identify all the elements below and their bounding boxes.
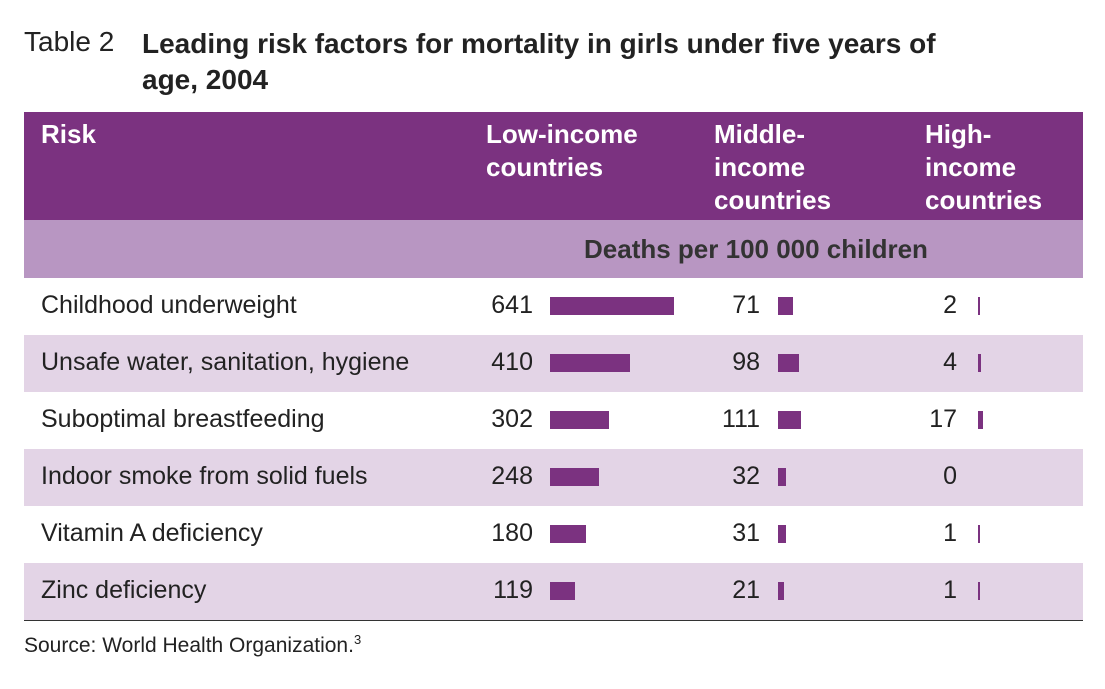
column-header: Low-income countries: [486, 119, 638, 182]
table-row: Unsafe water, sanitation, hygiene 410 98 4: [24, 335, 1083, 392]
value: 410: [491, 348, 533, 376]
risk-name: Vitamin A deficiency: [41, 519, 263, 547]
table-row: Childhood underweight 641 71 2: [24, 278, 1083, 335]
risk-name: Unsafe water, sanitation, hygiene: [41, 348, 410, 376]
column-header: Risk: [41, 119, 96, 149]
value-bar: [550, 525, 587, 543]
value: 98: [732, 348, 760, 376]
value: 641: [491, 291, 533, 319]
risk-name: Indoor smoke from solid fuels: [41, 462, 368, 490]
column-header: Middle-income countries: [714, 119, 832, 215]
table-row: Indoor smoke from solid fuels 248 32 0: [24, 449, 1083, 506]
value: 0: [943, 462, 957, 490]
value-bar: [550, 411, 610, 429]
value-bar: [978, 582, 981, 600]
value-bar: [550, 297, 674, 315]
value: 21: [732, 576, 760, 604]
value: 1: [943, 576, 957, 604]
value: 1: [943, 519, 957, 547]
value: 2: [943, 291, 957, 319]
value-bar: [550, 582, 575, 600]
source: Source: World Health Organization.3: [24, 632, 361, 658]
value: 17: [929, 405, 957, 433]
value: 32: [732, 462, 760, 490]
value-bar: [778, 297, 794, 315]
value-bar: [978, 354, 981, 372]
table-row: Zinc deficiency 119 21 1: [24, 563, 1083, 620]
value: 119: [493, 576, 533, 604]
value: 248: [491, 462, 533, 490]
value: 180: [491, 519, 533, 547]
risk-name: Suboptimal breastfeeding: [41, 405, 325, 433]
risk-name: Childhood underweight: [41, 291, 297, 319]
value: 111: [721, 405, 760, 433]
value-bar: [778, 468, 787, 486]
value-bar: [778, 525, 786, 543]
source-text: Source: World Health Organization.: [24, 634, 354, 657]
value-bar: [978, 411, 984, 429]
source-note: 3: [353, 632, 362, 647]
value-bar: [978, 297, 981, 315]
value-bar: [550, 354, 630, 372]
table-row: Vitamin A deficiency 180 31 1: [24, 506, 1083, 563]
value: 302: [491, 405, 533, 433]
risk-name: Zinc deficiency: [41, 576, 207, 604]
table-row: Suboptimal breastfeeding 302 111 17: [24, 392, 1083, 449]
bottom-rule: [24, 620, 1083, 621]
value-bar: [778, 354, 799, 372]
table-title: Leading risk factors for mortality in gi…: [142, 28, 936, 95]
value-bar: [978, 525, 981, 543]
value: 4: [943, 348, 957, 376]
header-row: Risk Low-income countries Middle-income co…: [24, 112, 1083, 220]
value-bar: [550, 468, 600, 486]
column-header: High-income countries: [925, 119, 1043, 215]
value-bar: [778, 582, 784, 600]
value-bar: [778, 411, 802, 429]
value: 31: [732, 519, 760, 547]
value: 71: [732, 291, 760, 319]
table-label: Table 2: [24, 26, 115, 57]
subheader-row: Deaths per 100 000 children: [24, 220, 1083, 278]
subheader: Deaths per 100 000 children: [584, 234, 928, 264]
